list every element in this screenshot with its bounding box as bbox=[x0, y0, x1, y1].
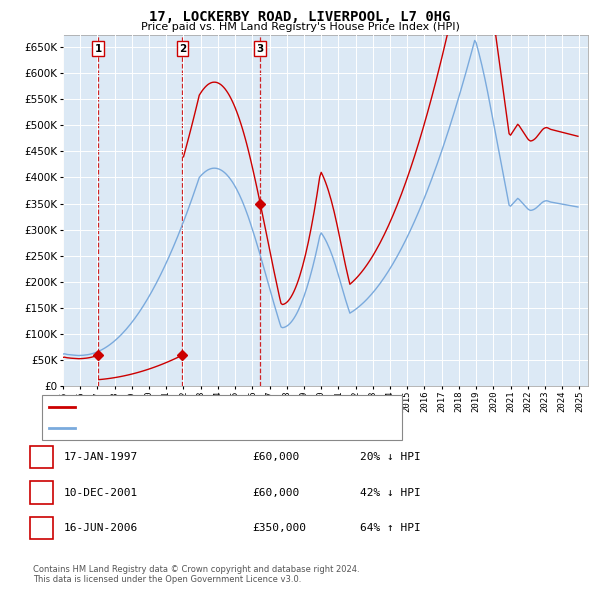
Text: 3: 3 bbox=[257, 44, 264, 54]
Text: 1: 1 bbox=[94, 44, 102, 54]
Text: Price paid vs. HM Land Registry's House Price Index (HPI): Price paid vs. HM Land Registry's House … bbox=[140, 22, 460, 32]
Text: 2: 2 bbox=[37, 486, 46, 499]
Text: 2: 2 bbox=[179, 44, 186, 54]
Text: 10-DEC-2001: 10-DEC-2001 bbox=[64, 488, 138, 497]
Text: 1: 1 bbox=[37, 451, 46, 464]
Text: £350,000: £350,000 bbox=[252, 523, 306, 533]
Text: 20% ↓ HPI: 20% ↓ HPI bbox=[360, 453, 421, 462]
Text: HPI: Average price, detached house, Liverpool: HPI: Average price, detached house, Live… bbox=[80, 422, 305, 432]
Text: 17, LOCKERBY ROAD, LIVERPOOL, L7 0HG: 17, LOCKERBY ROAD, LIVERPOOL, L7 0HG bbox=[149, 10, 451, 24]
Text: £60,000: £60,000 bbox=[252, 453, 299, 462]
Text: 17-JAN-1997: 17-JAN-1997 bbox=[64, 453, 138, 462]
Text: 42% ↓ HPI: 42% ↓ HPI bbox=[360, 488, 421, 497]
Text: 3: 3 bbox=[37, 522, 46, 535]
Text: 16-JUN-2006: 16-JUN-2006 bbox=[64, 523, 138, 533]
Text: 17, LOCKERBY ROAD, LIVERPOOL, L7 0HG (detached house): 17, LOCKERBY ROAD, LIVERPOOL, L7 0HG (de… bbox=[80, 402, 373, 412]
Text: £60,000: £60,000 bbox=[252, 488, 299, 497]
Text: 64% ↑ HPI: 64% ↑ HPI bbox=[360, 523, 421, 533]
Text: Contains HM Land Registry data © Crown copyright and database right 2024.
This d: Contains HM Land Registry data © Crown c… bbox=[33, 565, 359, 584]
